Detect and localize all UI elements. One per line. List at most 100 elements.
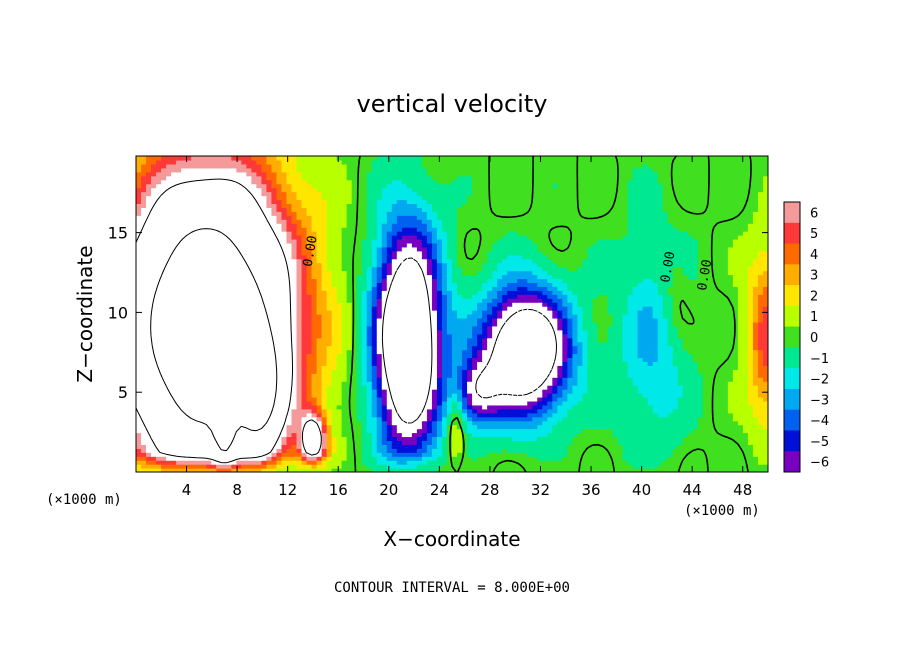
field-cell — [567, 432, 573, 438]
field-cell — [286, 448, 293, 453]
field-cell — [231, 325, 237, 331]
field-cell — [727, 337, 734, 343]
field-cell — [436, 389, 443, 394]
field-cell — [266, 385, 273, 390]
field-cell — [186, 436, 192, 441]
field-cell — [547, 456, 553, 461]
field-cell — [722, 381, 729, 386]
field-cell — [226, 436, 232, 441]
field-cell — [211, 329, 217, 335]
field-cell — [727, 424, 734, 430]
field-cell — [752, 444, 759, 449]
field-cell — [186, 377, 192, 382]
field-cell — [747, 404, 754, 410]
field-cell — [316, 460, 323, 465]
field-cell — [642, 468, 649, 472]
field-cell — [396, 314, 403, 319]
field-cell — [286, 349, 293, 355]
field-cell — [236, 452, 242, 457]
field-cell — [672, 333, 679, 339]
field-cell — [742, 373, 749, 378]
field-cell — [552, 408, 558, 414]
field-cell — [732, 408, 739, 414]
field-cell — [757, 460, 764, 465]
field-cell — [246, 468, 252, 472]
field-cell — [436, 416, 443, 422]
field-cell — [592, 321, 599, 327]
field-cell — [156, 408, 162, 414]
field-cell — [617, 448, 624, 453]
field-cell — [692, 369, 699, 374]
field-cell — [607, 464, 614, 469]
field-cell — [637, 389, 644, 394]
field-cell — [722, 404, 729, 410]
field-cell — [577, 428, 584, 434]
field-cell — [166, 385, 172, 390]
field-cell — [457, 404, 463, 410]
field-cell — [351, 377, 358, 382]
field-cell — [331, 349, 338, 355]
field-cell — [331, 345, 338, 351]
field-cell — [346, 333, 353, 339]
field-cell — [592, 357, 599, 362]
field-cell — [296, 389, 303, 394]
field-cell — [547, 444, 553, 449]
field-cell — [742, 408, 749, 414]
field-cell — [186, 337, 192, 343]
field-cell — [677, 385, 684, 390]
field-cell — [341, 436, 348, 441]
field-cell — [361, 452, 368, 457]
field-cell — [391, 468, 398, 472]
field-cell — [246, 385, 252, 390]
field-cell — [477, 325, 483, 331]
field-cell — [462, 321, 468, 327]
field-cell — [291, 448, 298, 453]
field-cell — [316, 345, 323, 351]
field-cell — [487, 345, 493, 351]
field-cell — [472, 389, 478, 394]
field-cell — [512, 345, 518, 351]
field-cell — [326, 365, 333, 370]
field-cell — [662, 393, 669, 398]
field-cell — [426, 325, 433, 331]
field-cell — [682, 325, 689, 331]
field-cell — [647, 452, 654, 457]
field-cell — [206, 341, 212, 347]
field-cell — [572, 337, 578, 343]
field-cell — [266, 460, 273, 465]
field-cell — [697, 400, 704, 406]
field-cell — [266, 420, 273, 426]
field-cell — [662, 468, 669, 472]
field-cell — [652, 317, 659, 323]
field-cell — [331, 353, 338, 359]
field-cell — [171, 361, 177, 366]
field-cell — [406, 424, 413, 430]
field-cell — [321, 428, 328, 434]
field-cell — [762, 385, 768, 390]
field-cell — [632, 329, 639, 335]
field-cell — [757, 396, 764, 402]
field-cell — [171, 333, 177, 339]
field-cell — [467, 317, 473, 323]
field-cell — [532, 464, 538, 469]
field-cell — [196, 317, 202, 323]
field-cell — [366, 412, 373, 418]
field-cell — [487, 444, 493, 449]
field-cell — [396, 452, 403, 457]
field-cell — [176, 400, 182, 406]
field-cell — [672, 329, 679, 335]
field-cell — [306, 400, 313, 406]
field-cell — [191, 412, 197, 418]
field-cell — [421, 452, 428, 457]
field-cell — [722, 448, 729, 453]
field-cell — [587, 317, 594, 323]
field-cell — [421, 389, 428, 394]
field-cell — [151, 369, 157, 374]
field-cell — [527, 333, 533, 339]
field-cell — [446, 396, 453, 402]
field-cell — [737, 444, 744, 449]
field-cell — [146, 337, 152, 343]
field-cell — [727, 420, 734, 426]
field-cell — [136, 329, 142, 335]
field-cell — [401, 452, 408, 457]
